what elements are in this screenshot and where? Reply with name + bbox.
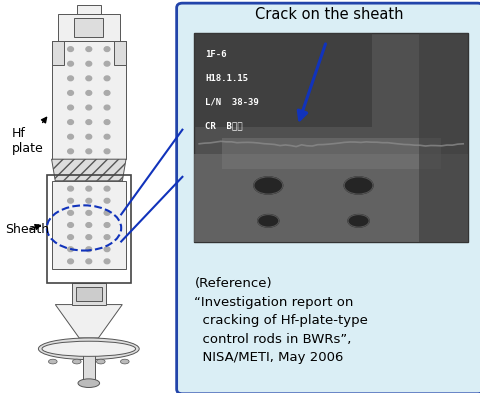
Polygon shape <box>52 159 126 181</box>
Bar <box>72 283 106 305</box>
FancyBboxPatch shape <box>177 3 480 393</box>
Bar <box>52 41 63 65</box>
Circle shape <box>104 134 110 139</box>
Text: H18.1.15: H18.1.15 <box>205 73 248 83</box>
Circle shape <box>104 120 110 125</box>
Circle shape <box>86 90 92 95</box>
Circle shape <box>68 235 73 239</box>
Circle shape <box>68 222 73 227</box>
Ellipse shape <box>38 338 139 360</box>
Circle shape <box>86 105 92 110</box>
Circle shape <box>68 149 73 154</box>
Bar <box>74 18 103 37</box>
Ellipse shape <box>48 359 57 364</box>
Circle shape <box>104 259 110 264</box>
Bar <box>58 14 120 41</box>
Circle shape <box>68 47 73 51</box>
Text: (Reference)
“Investigation report on
  cracking of Hf-plate-type
  control rods : (Reference) “Investigation report on cra… <box>194 277 368 364</box>
Circle shape <box>68 134 73 139</box>
Circle shape <box>86 211 92 215</box>
Polygon shape <box>55 305 122 338</box>
Circle shape <box>86 186 92 191</box>
Text: 1F-6: 1F-6 <box>205 50 227 59</box>
Circle shape <box>104 90 110 95</box>
Circle shape <box>86 76 92 81</box>
Ellipse shape <box>258 215 279 227</box>
Bar <box>76 287 102 301</box>
Circle shape <box>104 235 110 239</box>
Ellipse shape <box>96 359 105 364</box>
Circle shape <box>104 149 110 154</box>
Ellipse shape <box>120 359 129 364</box>
Circle shape <box>68 90 73 95</box>
Ellipse shape <box>42 341 135 356</box>
Ellipse shape <box>72 359 81 364</box>
Circle shape <box>104 47 110 51</box>
Circle shape <box>86 247 92 252</box>
Bar <box>222 138 441 169</box>
Circle shape <box>68 198 73 203</box>
Bar <box>194 33 372 127</box>
Circle shape <box>68 105 73 110</box>
Text: Crack on the sheath: Crack on the sheath <box>254 7 403 22</box>
Circle shape <box>104 186 110 191</box>
Circle shape <box>68 120 73 125</box>
Circle shape <box>68 76 73 81</box>
Bar <box>114 41 126 65</box>
Text: Sheath: Sheath <box>5 223 49 237</box>
Circle shape <box>86 61 92 66</box>
Ellipse shape <box>344 177 373 194</box>
Bar <box>52 181 126 269</box>
Ellipse shape <box>348 215 369 227</box>
Circle shape <box>68 259 73 264</box>
Circle shape <box>86 259 92 264</box>
Bar <box>77 5 101 14</box>
Text: L/N  38-39: L/N 38-39 <box>205 97 259 107</box>
Circle shape <box>86 198 92 203</box>
Bar <box>194 33 468 242</box>
Circle shape <box>104 211 110 215</box>
Bar <box>52 41 126 159</box>
Circle shape <box>68 211 73 215</box>
Circle shape <box>86 235 92 239</box>
Circle shape <box>86 120 92 125</box>
Ellipse shape <box>78 379 100 387</box>
Text: CR  Bココ: CR Bココ <box>205 121 243 130</box>
Circle shape <box>104 198 110 203</box>
Text: Hf
plate: Hf plate <box>12 118 47 156</box>
Circle shape <box>86 149 92 154</box>
Bar <box>419 33 468 242</box>
Circle shape <box>86 47 92 51</box>
Ellipse shape <box>254 177 283 194</box>
Bar <box>83 352 95 385</box>
Circle shape <box>86 134 92 139</box>
Circle shape <box>104 105 110 110</box>
Circle shape <box>104 222 110 227</box>
Circle shape <box>104 61 110 66</box>
Circle shape <box>104 247 110 252</box>
Circle shape <box>68 247 73 252</box>
Circle shape <box>86 222 92 227</box>
Circle shape <box>68 61 73 66</box>
Bar <box>47 175 131 283</box>
Circle shape <box>68 186 73 191</box>
Bar <box>194 154 468 242</box>
Circle shape <box>104 76 110 81</box>
